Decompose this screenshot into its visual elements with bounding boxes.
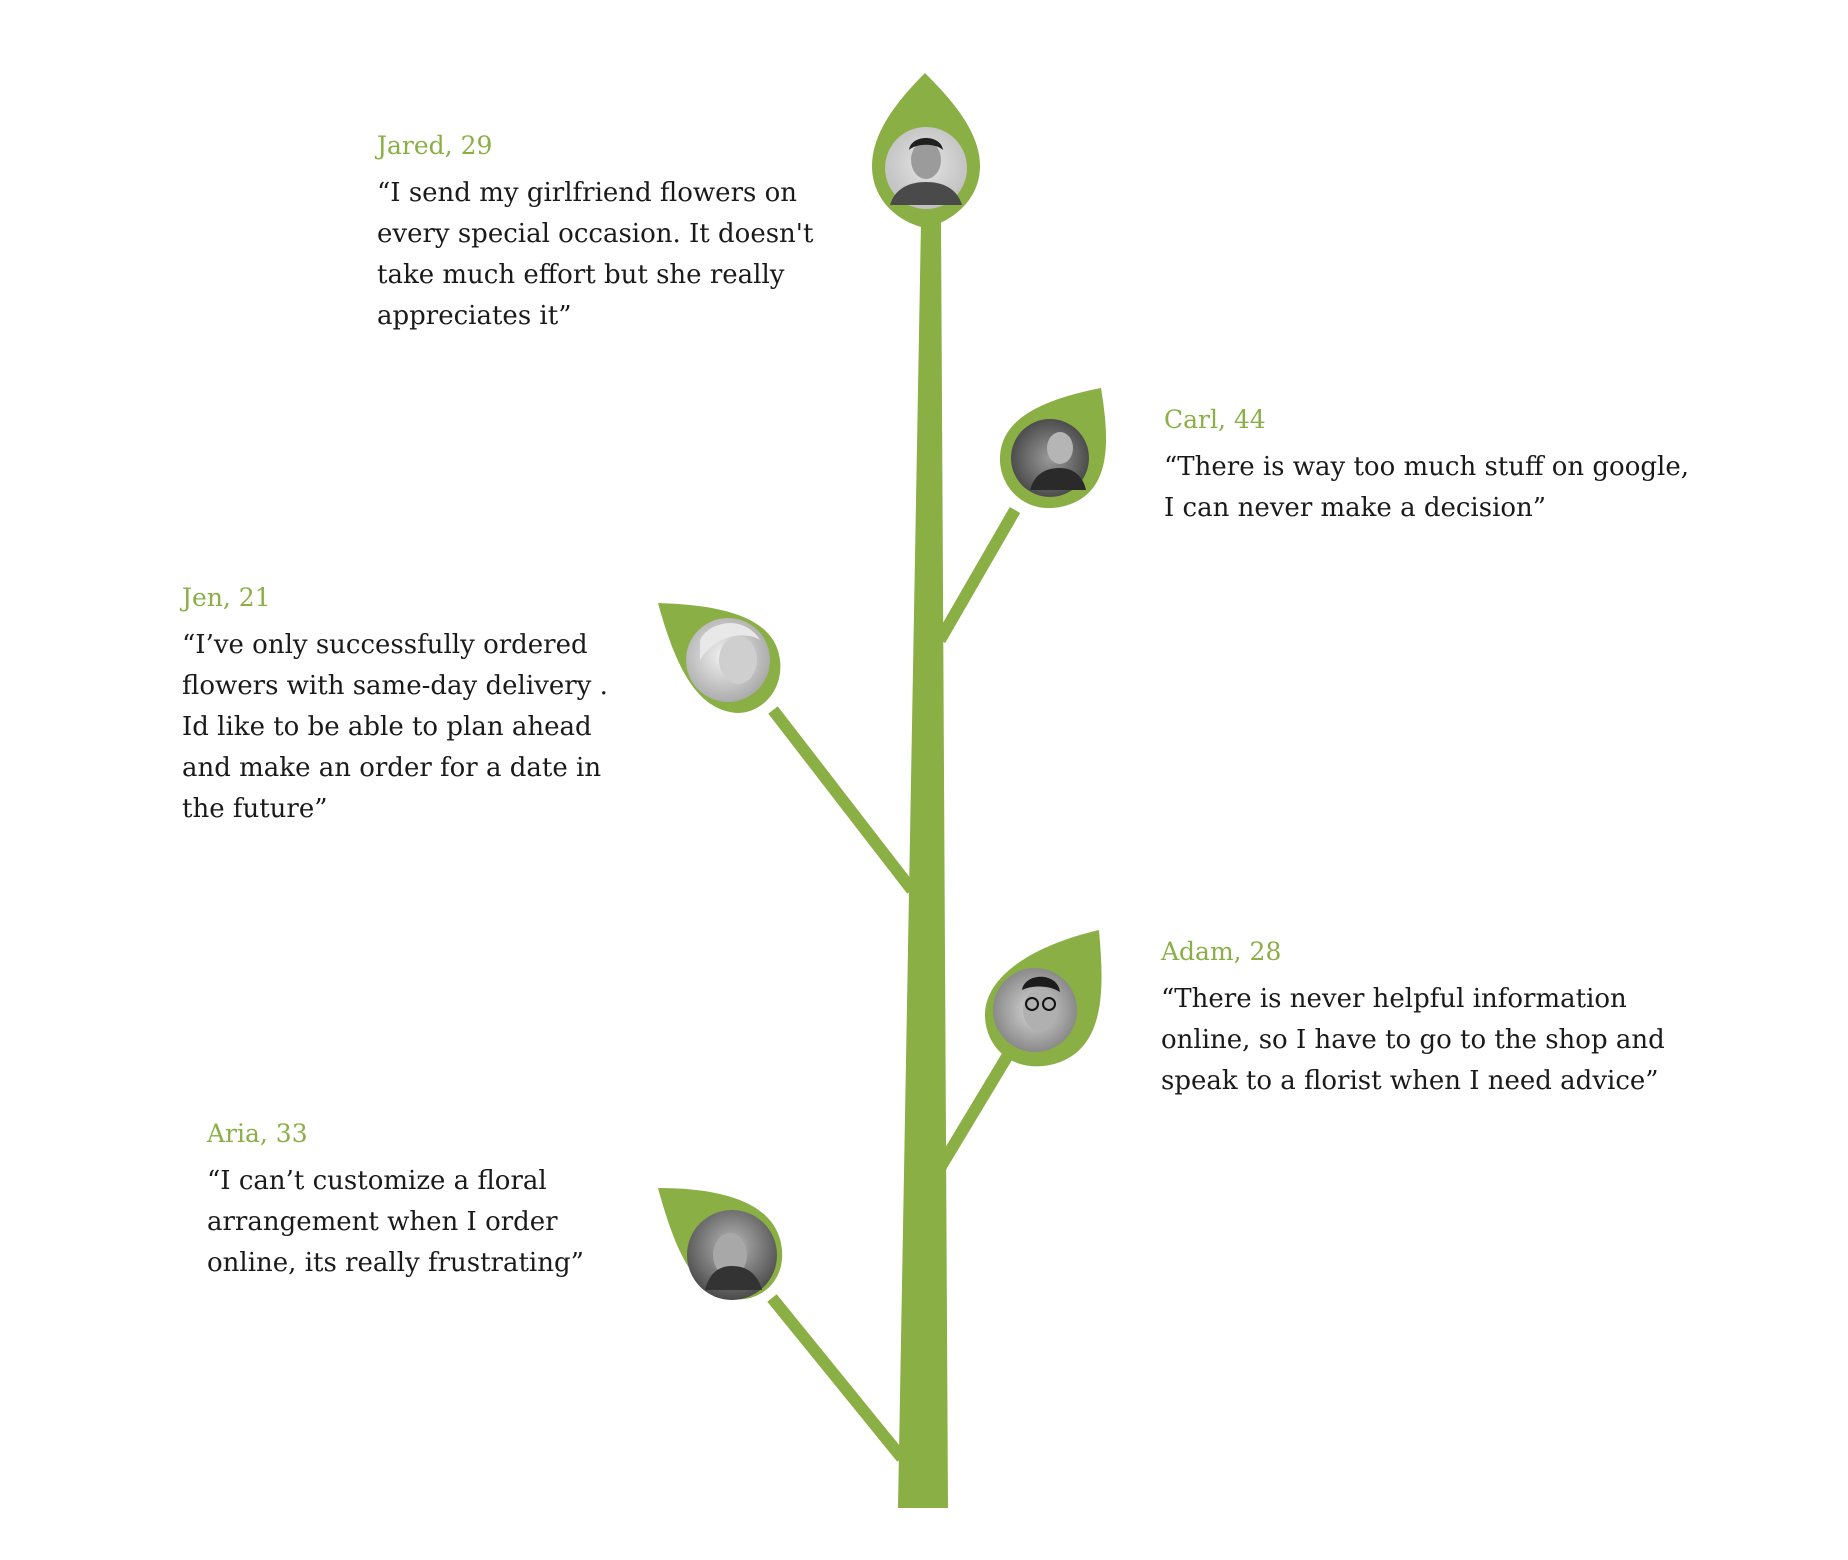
persona-card-jen: Jen, 21 “I’ve only successfully ordered …: [182, 581, 632, 830]
main-stem: [898, 222, 948, 1508]
avatar-adam: [993, 968, 1077, 1052]
persona-card-jared: Jared, 29 “I send my girlfriend flowers …: [377, 129, 857, 337]
branch-adam: [934, 1051, 1014, 1172]
persona-quote: “There is never helpful information onli…: [1161, 984, 1665, 1096]
avatar-jen: [686, 618, 770, 702]
persona-name: Adam, 28: [1161, 937, 1282, 966]
persona-name: Jen, 21: [182, 583, 271, 612]
persona-quote: “I send my girlfriend flowers on every s…: [377, 178, 814, 331]
persona-quote: “I can’t customize a floral arrangement …: [207, 1166, 584, 1278]
branch-carl: [934, 507, 1021, 643]
persona-name: Jared, 29: [377, 131, 493, 160]
persona-card-adam: Adam, 28 “There is never helpful informa…: [1161, 935, 1706, 1102]
persona-card-aria: Aria, 33 “I can’t customize a floral arr…: [207, 1117, 617, 1284]
branch-aria: [767, 1294, 907, 1462]
branch-jen: [768, 706, 917, 894]
persona-quote: “There is way too much stuff on google, …: [1164, 452, 1689, 523]
persona-quote: “I’ve only successfully ordered flowers …: [182, 630, 608, 824]
avatar-jared: [885, 127, 967, 209]
persona-card-carl: Carl, 44 “There is way too much stuff on…: [1164, 403, 1694, 529]
avatar-carl: [1011, 419, 1089, 497]
avatar-aria: [687, 1210, 777, 1300]
persona-name: Carl, 44: [1164, 405, 1266, 434]
persona-name: Aria, 33: [207, 1119, 308, 1148]
